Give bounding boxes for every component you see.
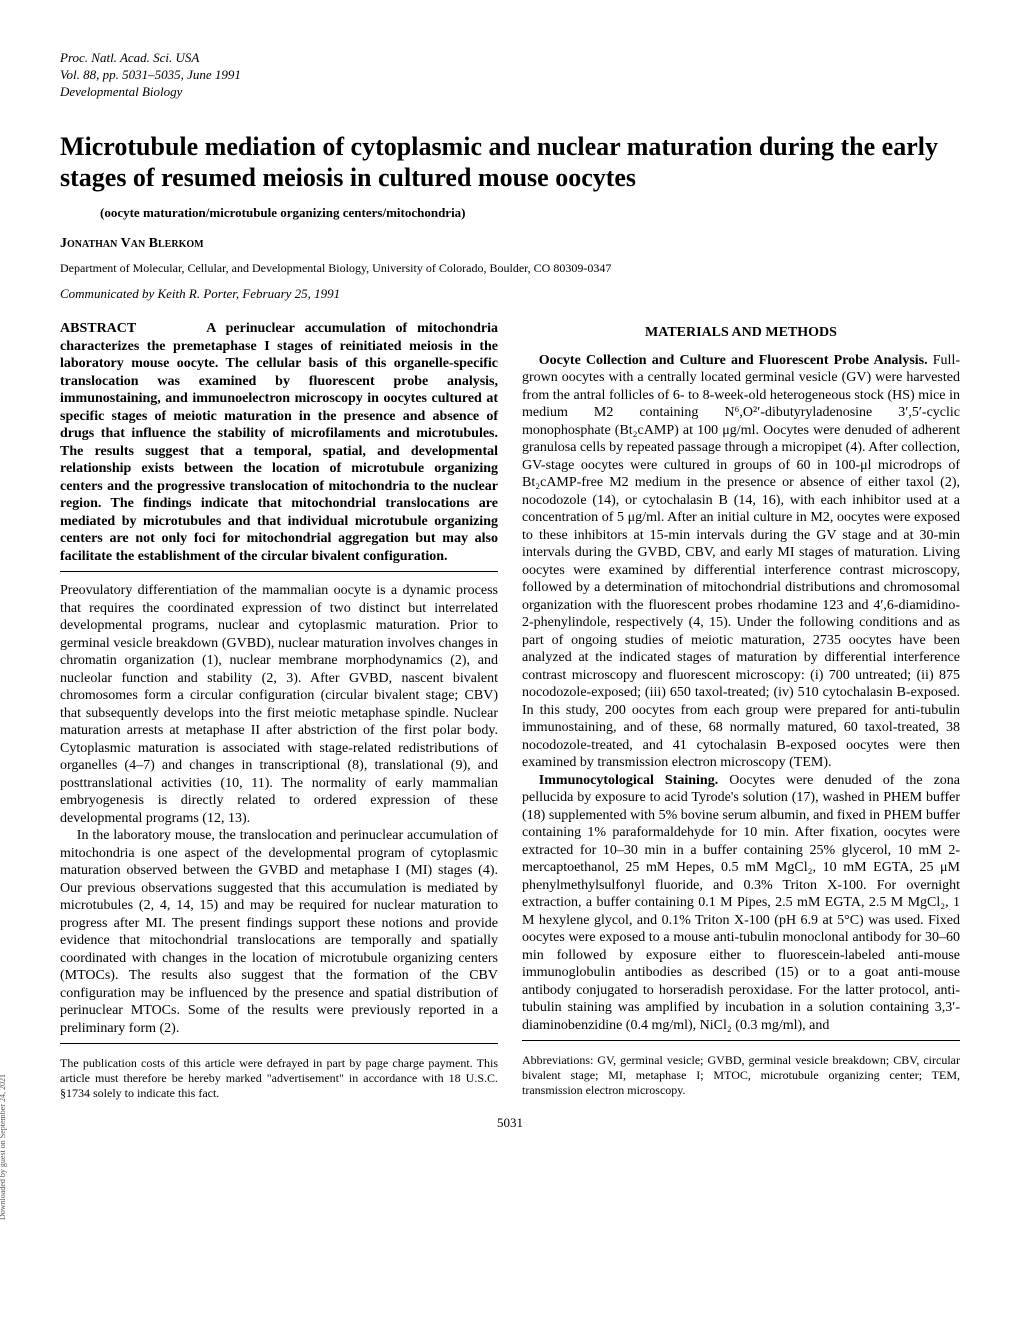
right-column: MATERIALS AND METHODS Oocyte Collection …: [522, 320, 960, 1101]
footnote-right: Abbreviations: GV, germinal vesicle; GVB…: [522, 1053, 960, 1098]
footnote-divider-right: [522, 1040, 960, 1041]
abstract-block: ABSTRACT A perinuclear accumulation of m…: [60, 320, 498, 565]
left-column: ABSTRACT A perinuclear accumulation of m…: [60, 320, 498, 1101]
methods-p2-text: Oocytes were denuded of the zona pelluci…: [522, 773, 960, 1033]
methods-paragraph-2: Immunocytological Staining. Oocytes were…: [522, 772, 960, 1035]
journal-line-2: Vol. 88, pp. 5031–5035, June 1991: [60, 67, 960, 84]
methods-p1-text: Full-grown oocytes with a centrally loca…: [522, 353, 960, 771]
methods-paragraph-1: Oocyte Collection and Culture and Fluore…: [522, 352, 960, 772]
author-name: Jonathan Van Blerkom: [60, 235, 960, 253]
journal-line-3: Developmental Biology: [60, 84, 960, 101]
two-column-layout: ABSTRACT A perinuclear accumulation of m…: [60, 320, 960, 1101]
author-affiliation: Department of Molecular, Cellular, and D…: [60, 261, 960, 276]
journal-info: Proc. Natl. Acad. Sci. USA Vol. 88, pp. …: [60, 50, 960, 101]
methods-p2-heading: Immunocytological Staining.: [539, 773, 718, 788]
footnote-divider-left: [60, 1043, 498, 1044]
abstract-text: A perinuclear accumulation of mitochondr…: [60, 321, 498, 564]
abstract-divider: [60, 571, 498, 572]
abstract-label: ABSTRACT: [60, 321, 136, 336]
methods-heading: MATERIALS AND METHODS: [522, 324, 960, 342]
journal-line-1: Proc. Natl. Acad. Sci. USA: [60, 50, 960, 67]
article-subtitle: (oocyte maturation/microtubule organizin…: [60, 205, 960, 221]
intro-paragraph-2: In the laboratory mouse, the translocati…: [60, 827, 498, 1037]
intro-paragraph-1: Preovulatory differentiation of the mamm…: [60, 582, 498, 827]
download-note: Downloaded by guest on September 24, 202…: [0, 1074, 8, 1220]
footnote-left: The publication costs of this article we…: [60, 1056, 498, 1101]
communicated-by: Communicated by Keith R. Porter, Februar…: [60, 286, 960, 302]
methods-p1-heading: Oocyte Collection and Culture and Fluore…: [539, 353, 928, 368]
article-title: Microtubule mediation of cytoplasmic and…: [60, 131, 960, 193]
page-number: 5031: [60, 1115, 960, 1131]
